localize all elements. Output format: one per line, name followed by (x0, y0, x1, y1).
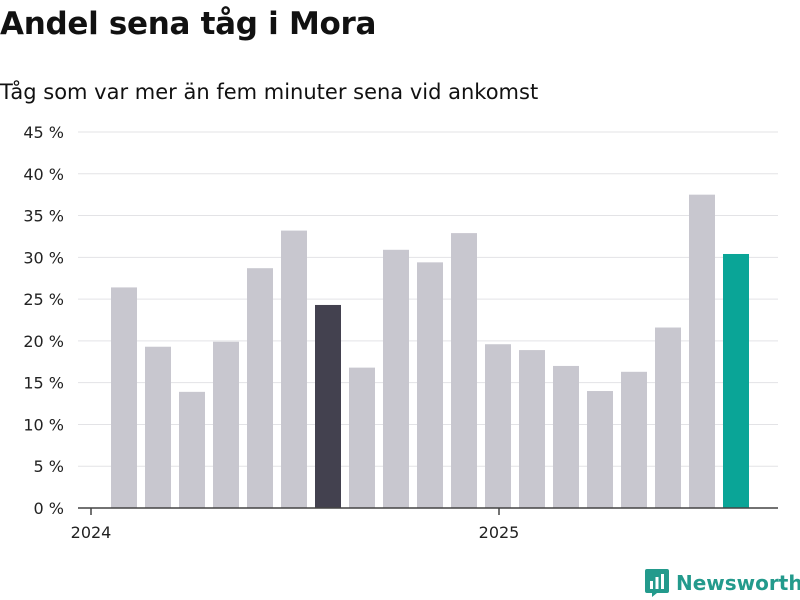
bars (111, 194, 749, 508)
bar (689, 194, 715, 508)
x-tick-label: 2024 (71, 523, 112, 542)
bar (383, 249, 409, 508)
x-axis-ticks: 2024 2025 (71, 508, 520, 542)
bar (247, 268, 273, 508)
bar (315, 304, 341, 508)
bar (213, 341, 239, 508)
bar-chart-icon (645, 569, 669, 597)
bar (145, 346, 171, 508)
bar (349, 367, 375, 508)
bar (655, 327, 681, 508)
y-tick-label: 30 % (23, 248, 64, 267)
bar (553, 365, 579, 508)
y-tick-label: 0 % (34, 499, 64, 518)
newsworthy-logo: Newsworthy (645, 569, 800, 597)
y-tick-label: 40 % (23, 165, 64, 184)
x-tick-label: 2025 (479, 523, 520, 542)
bar (621, 371, 647, 508)
y-tick-label: 25 % (23, 290, 64, 309)
bar (179, 391, 205, 508)
y-tick-label: 20 % (23, 332, 64, 351)
y-tick-label: 15 % (23, 374, 64, 393)
y-axis-ticks: 0 % 5 % 10 % 15 % 20 % 25 % 30 % 35 % 40 % 45 % (23, 123, 64, 518)
bar (417, 262, 443, 508)
bar (723, 253, 749, 508)
bar (111, 287, 137, 508)
bar (587, 391, 613, 508)
y-tick-label: 5 % (34, 457, 64, 476)
y-tick-label: 35 % (23, 207, 64, 226)
bar (281, 230, 307, 508)
y-tick-label: 10 % (23, 415, 64, 434)
bar (519, 350, 545, 508)
brand-name: Newsworthy (676, 571, 800, 595)
chart-subtitle: Tåg som var mer än fem minuter sena vid … (0, 80, 539, 104)
chart-title: Andel sena tåg i Mora (0, 6, 377, 42)
bar (485, 344, 511, 508)
y-tick-label: 45 % (23, 123, 64, 142)
bar (451, 233, 477, 508)
